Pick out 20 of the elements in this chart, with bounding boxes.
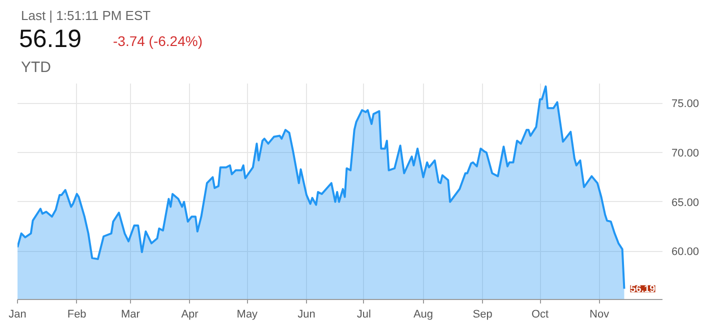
x-tick-label: Feb — [67, 308, 86, 320]
y-tick-label: 60.00 — [672, 246, 700, 258]
x-tick-label: Jun — [298, 308, 316, 320]
text: -3.74 (-6.24%) — [113, 32, 202, 51]
text: Last | 1:51:11 PM EST — [21, 7, 151, 25]
x-tick-label: Oct — [531, 308, 549, 320]
x-tick-label: Sep — [472, 308, 492, 320]
y-tick-label: 70.00 — [672, 148, 700, 160]
annotation: 56.19 — [630, 284, 656, 296]
x-tick-label: Nov — [590, 308, 610, 320]
x-tick-label: Mar — [120, 308, 140, 320]
x-tick-label: Apr — [181, 308, 199, 320]
y-tick-label: 65.00 — [672, 196, 700, 209]
x-tick-label: Jul — [356, 308, 371, 320]
x-tick-label: May — [236, 308, 258, 320]
text: YTD — [21, 58, 51, 78]
x-tick-label: Jan — [8, 308, 26, 320]
x-tick-label: Aug — [413, 308, 434, 320]
text: 56.19 — [19, 24, 82, 55]
y-tick-label: 75.00 — [672, 98, 700, 110]
